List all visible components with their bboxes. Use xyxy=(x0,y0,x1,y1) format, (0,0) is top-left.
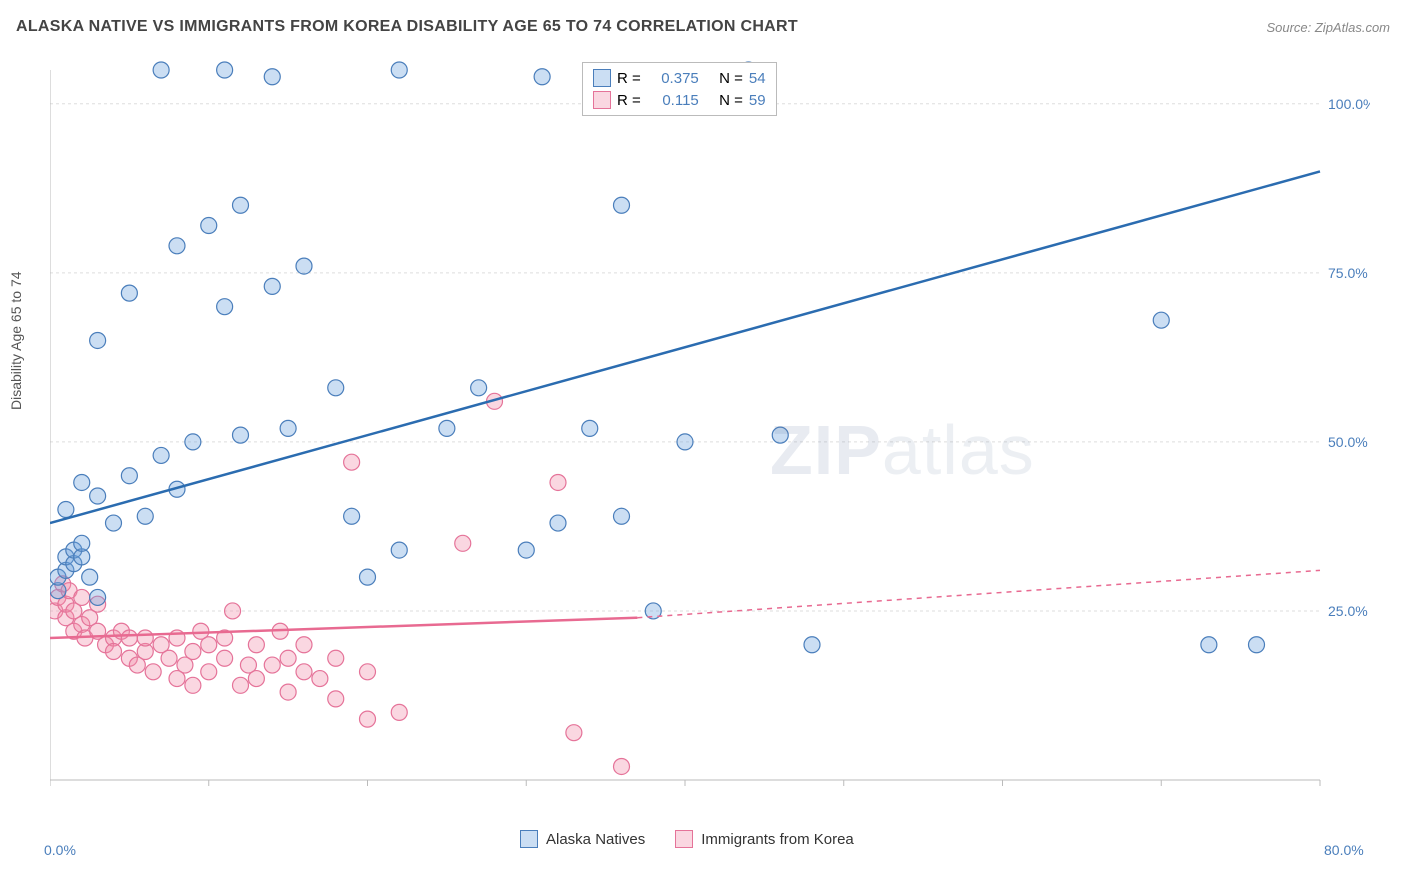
legend-label-1: Alaska Natives xyxy=(546,831,645,848)
legend-label-2: Immigrants from Korea xyxy=(701,831,854,848)
x-tick-label-max: 80.0% xyxy=(1324,842,1364,858)
legend-item-1: Alaska Natives xyxy=(520,830,645,848)
legend-stats-row-2: R = 0.115 N = 59 xyxy=(593,89,766,111)
chart-title: ALASKA NATIVE VS IMMIGRANTS FROM KOREA D… xyxy=(16,18,798,36)
legend-item-2: Immigrants from Korea xyxy=(675,830,854,848)
swatch-icon xyxy=(520,830,538,848)
n-value-2: 59 xyxy=(749,92,766,109)
legend-stats-row-1: R = 0.375 N = 54 xyxy=(593,67,766,89)
plot-area: 25.0%50.0%75.0%100.0% ZIPatlas xyxy=(50,60,1370,800)
svg-text:25.0%: 25.0% xyxy=(1328,603,1368,619)
n-label: N = xyxy=(719,70,743,87)
legend-bottom: Alaska Natives Immigrants from Korea xyxy=(520,830,854,848)
n-label: N = xyxy=(719,92,743,109)
legend-stats: R = 0.375 N = 54 R = 0.115 N = 59 xyxy=(582,62,777,116)
n-value-1: 54 xyxy=(749,70,766,87)
y-axis-label: Disability Age 65 to 74 xyxy=(8,271,24,410)
source-label: Source: ZipAtlas.com xyxy=(1266,20,1390,35)
svg-text:100.0%: 100.0% xyxy=(1328,96,1370,112)
r-value-2: 0.115 xyxy=(647,92,699,109)
x-tick-label-min: 0.0% xyxy=(44,842,76,858)
scatter-chart: 25.0% 50.0% 75.0% 100.0% xyxy=(50,60,1370,800)
r-value-1: 0.375 xyxy=(647,70,699,87)
r-label: R = xyxy=(617,92,641,109)
r-label: R = xyxy=(617,70,641,87)
swatch-series-1 xyxy=(593,69,611,87)
svg-text:50.0%: 50.0% xyxy=(1328,434,1368,450)
swatch-icon xyxy=(675,830,693,848)
svg-text:75.0%: 75.0% xyxy=(1328,265,1368,281)
swatch-series-2 xyxy=(593,91,611,109)
